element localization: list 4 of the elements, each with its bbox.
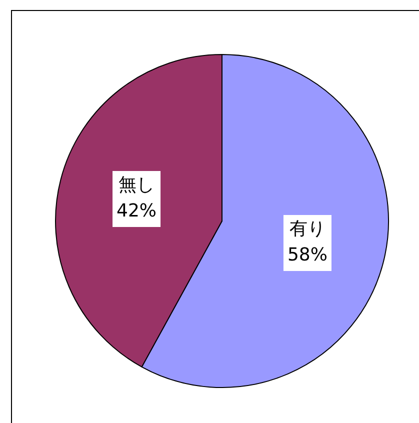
slice-label: 無し: [118, 174, 155, 196]
data-label: 42%: [116, 200, 157, 222]
data-label: 58%: [287, 244, 328, 266]
slice-label: 有り: [289, 218, 326, 240]
